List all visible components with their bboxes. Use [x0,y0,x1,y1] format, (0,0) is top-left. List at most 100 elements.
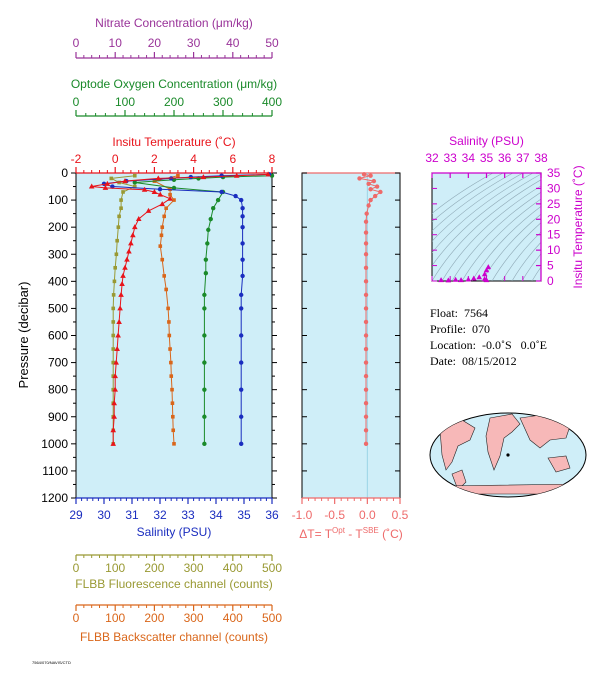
delta-t-point [363,279,369,284]
pressure-tick-label: 1200 [41,491,68,505]
oxygen-point [202,292,207,298]
delta-t-point [363,428,369,433]
map-continent [547,455,571,473]
backscatter-point [166,306,170,311]
backscatter-point [164,287,168,292]
ts-isoline [432,173,494,214]
ts-point [476,274,483,280]
fluorescence-tick-label: 100 [105,561,125,575]
temperature-point [104,180,111,186]
backscatter-point [169,360,173,365]
oxygen-point [202,360,207,365]
pressure-tick-label: 100 [48,193,68,207]
fluorescence-tick-label: 400 [223,561,243,575]
fluorescence-point [117,214,121,219]
pressure-tick-label: 600 [48,329,68,343]
ts-point [483,277,490,283]
delta-t-point [363,373,369,379]
temperature-point [157,191,164,197]
temperature-point [159,201,166,207]
ts-point [485,264,492,270]
temperature-point [117,305,123,311]
delta-t-tick-label: 0.0 [359,508,376,522]
pressure-axis-label: Pressure (decibar) [16,282,31,389]
temperature-tick-label: 6 [229,152,236,166]
fluorescence-point [111,347,116,351]
fluorescence-point [111,387,116,392]
salinity-tick-label: 34 [209,508,223,522]
backscatter-point [158,244,163,248]
backscatter-point [160,225,165,229]
temperature-point [120,272,126,278]
salinity-point [239,441,244,447]
temperature-point [145,207,152,213]
map-float-location [506,453,510,457]
nitrate-axis-label: Nitrate Concentration (μm/kg) [95,16,253,30]
ts-point [438,277,444,283]
backscatter-tick-label: 200 [144,611,164,625]
oxygen-tick-label: 0 [73,95,80,109]
nitrate-tick-label: 30 [187,36,201,50]
fluorescence-point [119,198,123,202]
salinity-point [233,193,238,199]
backscatter-point [176,173,180,178]
delta-t-panel: -1.0 -0.5 0.0 0.5 ΔT= TOpt - TSBE (˚C) [292,172,409,541]
fluorescence-tick-label: 200 [144,561,164,575]
delta-t-plot-area [301,172,401,499]
ts-isoline [432,173,504,223]
fluorescence-point [114,252,119,257]
ts-y-tick-label: 5 [547,259,554,273]
fluorescence-tick-label: 0 [73,561,80,575]
delta-t-point [366,203,371,208]
temperature-point [102,184,109,190]
salinity-point [110,184,115,189]
ts-point [445,277,452,283]
pressure-tick-label: 500 [48,301,68,315]
oxygen-axis-label: Optode Oxygen Concentration (μm/kg) [71,77,277,91]
ts-isoline [432,179,541,281]
delta-t-point [363,219,369,224]
salinity-point [219,189,224,195]
backscatter-point [160,257,165,262]
ts-isoline [481,213,541,281]
salinity-point [239,387,244,392]
ts-isoline [501,231,541,281]
float-label: Float: 7564 [430,306,489,320]
ts-isoline [582,163,608,281]
ts-x-tick-label: 34 [462,151,476,165]
pressure-tick-label: 200 [48,220,68,234]
delta-t-point [372,193,378,199]
oxygen-point [202,333,207,338]
temperature-point [114,346,120,352]
temperature-point [124,256,130,262]
ts-x-tick-label: 35 [480,151,494,165]
delta-t-point [363,360,369,365]
fluorescence-point [133,184,137,189]
delta-t-point [363,230,369,235]
backscatter-point [167,320,171,324]
ts-x-tick-label: 37 [516,151,530,165]
backscatter-point [164,206,168,211]
pressure-tick-label: 400 [48,274,68,288]
ts-point [465,276,472,282]
temperature-point [141,186,148,192]
fluorescence-axis-label: FLBB Fluorescence channel (counts) [75,577,272,591]
salinity-point [239,360,244,365]
float-metadata: Float: 7564 Profile: 070 Location: -0.0˚… [430,305,547,369]
temperature-point [265,171,271,177]
ts-isoline [451,191,541,281]
temperature-point [110,440,117,446]
temperature-point [167,195,173,201]
temperature-point [128,240,134,246]
temperature-point [118,291,124,297]
backscatter-point [168,192,172,197]
delta-t-point [363,252,369,257]
fluorescence-point [111,360,116,365]
ts-isoline [521,253,541,281]
ts-y-tick-label: 0 [547,274,554,288]
backscatter-point [172,442,176,446]
temperature-tick-label: 4 [190,152,197,166]
delta-t-label-part: - T [345,527,363,541]
delta-t-tick-label: 0.5 [392,508,409,522]
date-label: Date: 08/15/2012 [430,354,517,368]
